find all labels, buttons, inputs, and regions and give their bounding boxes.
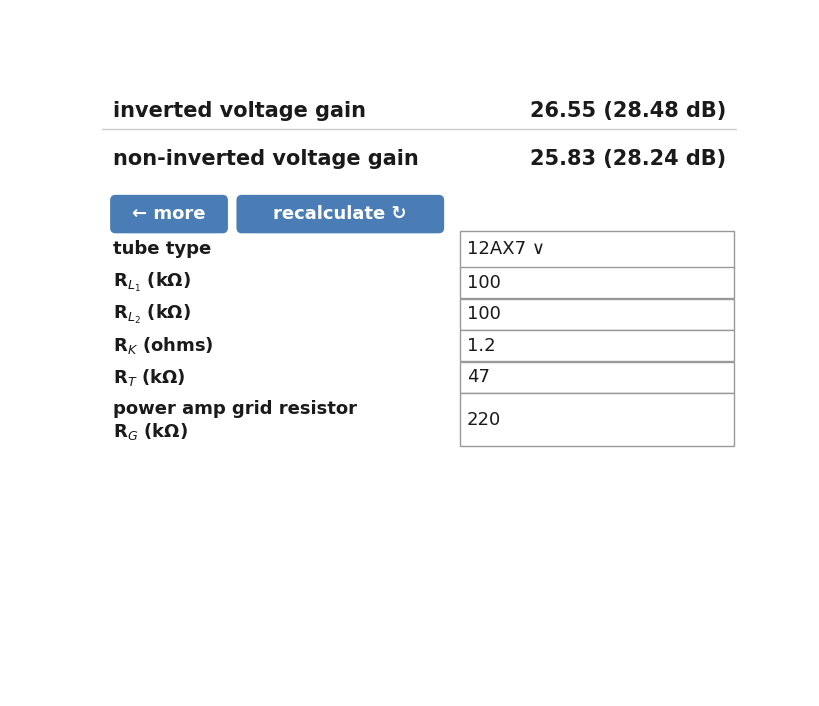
Bar bbox=[460, 299, 734, 330]
Text: inverted voltage gain: inverted voltage gain bbox=[113, 101, 366, 121]
Bar bbox=[460, 267, 734, 298]
Text: 1.2: 1.2 bbox=[467, 337, 495, 354]
Text: 26.55 (28.48 dB): 26.55 (28.48 dB) bbox=[530, 101, 726, 121]
Text: 25.83 (28.24 dB): 25.83 (28.24 dB) bbox=[530, 149, 726, 169]
Text: 100: 100 bbox=[467, 305, 500, 323]
Text: power amp grid resistor: power amp grid resistor bbox=[113, 400, 357, 418]
Text: R$_G$ (kΩ): R$_G$ (kΩ) bbox=[113, 421, 188, 442]
Text: ← more: ← more bbox=[133, 205, 206, 223]
Text: R$_{L_2}$ (kΩ): R$_{L_2}$ (kΩ) bbox=[113, 303, 192, 325]
Text: R$_T$ (kΩ): R$_T$ (kΩ) bbox=[113, 367, 186, 388]
Text: non-inverted voltage gain: non-inverted voltage gain bbox=[113, 149, 419, 169]
Text: tube type: tube type bbox=[113, 241, 211, 258]
Text: 100: 100 bbox=[467, 274, 500, 292]
FancyBboxPatch shape bbox=[110, 195, 228, 233]
Bar bbox=[460, 362, 734, 393]
Text: 47: 47 bbox=[467, 369, 490, 386]
Bar bbox=[460, 231, 734, 268]
Text: R$_{L_1}$ (kΩ): R$_{L_1}$ (kΩ) bbox=[113, 271, 192, 294]
FancyBboxPatch shape bbox=[237, 195, 444, 233]
Text: 12AX7 ∨: 12AX7 ∨ bbox=[467, 241, 545, 258]
Text: R$_K$ (ohms): R$_K$ (ohms) bbox=[113, 335, 214, 357]
Bar bbox=[460, 393, 734, 446]
Text: recalculate ↻: recalculate ↻ bbox=[274, 205, 407, 223]
Text: 220: 220 bbox=[467, 411, 501, 429]
Bar bbox=[460, 330, 734, 361]
